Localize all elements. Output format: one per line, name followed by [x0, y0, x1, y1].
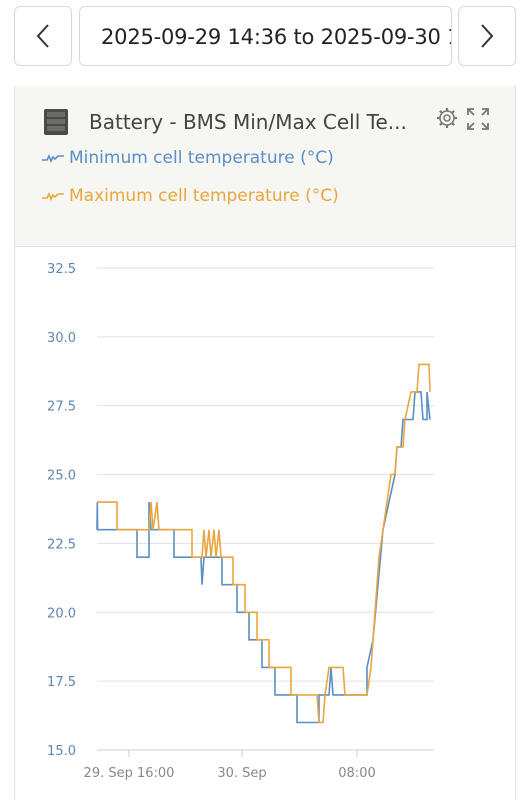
chevron-left-icon — [36, 24, 49, 48]
previous-period-button[interactable] — [14, 6, 72, 66]
next-period-button[interactable] — [458, 6, 516, 66]
battery-icon — [44, 109, 68, 135]
date-navigation-bar: 2025-09-29 14:36 to 2025-09-30 14:36 — [0, 0, 530, 80]
widget-header: Battery - BMS Min/Max Cell Te... — [15, 86, 515, 247]
chevron-right-icon — [481, 24, 494, 48]
date-range-field[interactable]: 2025-09-29 14:36 to 2025-09-30 14:36 — [79, 6, 452, 66]
gear-icon[interactable] — [436, 107, 458, 129]
legend-item-min[interactable]: Minimum cell temperature (°C) — [41, 148, 334, 168]
expand-icon[interactable] — [466, 107, 490, 131]
legend-item-max[interactable]: Maximum cell temperature (°C) — [41, 186, 339, 206]
line-series-icon — [42, 192, 64, 201]
chart-widget-card: Battery - BMS Min/Max Cell Te... — [14, 86, 516, 800]
line-series-icon — [42, 154, 64, 163]
legend-label-max: Maximum cell temperature (°C) — [69, 186, 339, 206]
legend-label-min: Minimum cell temperature (°C) — [69, 148, 334, 168]
widget-title: Battery - BMS Min/Max Cell Te... — [89, 110, 407, 134]
